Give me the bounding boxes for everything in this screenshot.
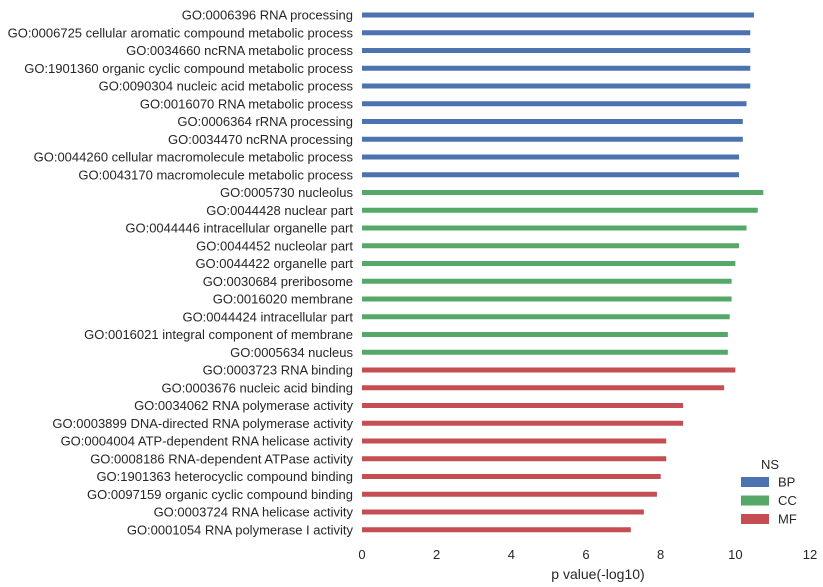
category-label: GO:0001054 RNA polymerase I activity	[127, 522, 354, 537]
bar-mf	[362, 474, 661, 479]
category-label: GO:0044452 nucleolar part	[196, 238, 353, 253]
bar-cc	[362, 190, 764, 195]
bar-bp	[362, 30, 751, 36]
legend-label-bp: BP	[778, 475, 795, 490]
bar-bp	[362, 83, 751, 89]
bar-bp	[362, 48, 751, 53]
category-label: GO:0003899 DNA-directed RNA polymerase a…	[52, 416, 353, 431]
category-label: GO:0005634 nucleus	[230, 345, 353, 360]
category-label: GO:0008186 RNA-dependent ATPase activity	[90, 451, 353, 466]
bar-bp	[362, 65, 751, 71]
bar-bp	[362, 119, 743, 124]
bar-mf	[362, 385, 725, 391]
category-label: GO:0090304 nucleic acid metabolic proces…	[99, 79, 354, 94]
x-tick-label: 8	[657, 547, 664, 562]
bar-mf	[362, 509, 644, 515]
bar-cc	[362, 207, 758, 213]
category-label: GO:0043170 macromolecule metabolic proce…	[78, 167, 353, 182]
bar-cc	[362, 243, 740, 249]
x-tick-label: 0	[358, 547, 365, 562]
category-label: GO:0004004 ATP-dependent RNA helicase ac…	[61, 434, 354, 449]
category-label: GO:0030684 preribosome	[203, 274, 353, 289]
bar-cc	[362, 332, 728, 337]
category-label: GO:0034470 ncRNA processing	[168, 132, 353, 147]
bar-bp	[362, 101, 747, 107]
x-tick-label: 2	[433, 547, 440, 562]
legend-title: NS	[761, 457, 779, 472]
bar-cc	[362, 225, 747, 231]
x-tick-label: 6	[582, 547, 589, 562]
bar-cc	[362, 296, 732, 302]
category-label: GO:0044260 cellular macromolecule metabo…	[34, 150, 354, 165]
category-label: GO:0034660 ncRNA metabolic process	[126, 43, 353, 58]
bar-bp	[362, 12, 754, 18]
bar-mf	[362, 420, 684, 426]
category-label: GO:0034062 RNA polymerase activity	[134, 398, 353, 413]
category-label: GO:0003723 RNA binding	[203, 363, 353, 378]
category-label: GO:0003676 nucleic acid binding	[161, 380, 353, 395]
bar-mf	[362, 403, 684, 408]
category-label: GO:0016020 membrane	[213, 292, 353, 307]
legend-label-cc: CC	[778, 493, 797, 508]
category-label: GO:0016021 integral component of membran…	[84, 327, 353, 342]
legend-swatch-cc	[741, 495, 769, 506]
bar-bp	[362, 172, 740, 178]
legend-swatch-bp	[741, 477, 769, 487]
bar-mf	[362, 438, 667, 444]
x-tick-label: 12	[803, 547, 817, 562]
category-label: GO:0016070 RNA metabolic process	[140, 96, 354, 111]
x-axis-label: p value(-log10)	[551, 566, 644, 582]
category-label: GO:0044424 intracellular part	[182, 309, 353, 324]
bar-cc	[362, 278, 732, 284]
bar-mf	[362, 456, 667, 462]
category-label: GO:1901363 heterocyclic compound binding	[96, 469, 353, 484]
x-tick-label: 4	[508, 547, 515, 562]
category-label: GO:0044446 intracellular organelle part	[125, 221, 353, 236]
bar-mf	[362, 491, 657, 497]
bar-bp	[362, 136, 743, 142]
legend-swatch-mf	[741, 514, 769, 524]
legend-label-mf: MF	[778, 512, 797, 527]
category-label: GO:0044422 organelle part	[195, 256, 353, 271]
category-label: GO:0006725 cellular aromatic compound me…	[8, 25, 354, 40]
bar-bp	[362, 154, 740, 160]
category-label: GO:0044428 nuclear part	[206, 203, 353, 218]
bar-mf	[362, 527, 631, 533]
category-label: GO:0006396 RNA processing	[182, 8, 353, 23]
x-tick-label: 10	[728, 547, 742, 562]
category-label: GO:0005730 nucleolus	[220, 185, 353, 200]
category-label: GO:0097159 organic cyclic compound bindi…	[87, 487, 353, 502]
category-label: GO:1901360 organic cyclic compound metab…	[24, 61, 353, 76]
bar-cc	[362, 349, 728, 355]
bar-cc	[362, 314, 730, 320]
bar-mf	[362, 367, 736, 373]
bar-cc	[362, 261, 736, 266]
category-label: GO:0003724 RNA helicase activity	[154, 505, 354, 520]
category-label: GO:0006364 rRNA processing	[177, 114, 353, 129]
